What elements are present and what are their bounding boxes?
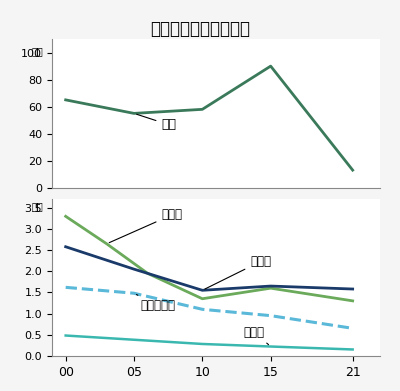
- Text: トン: トン: [32, 201, 43, 212]
- Text: ４産業平均: ４産業平均: [136, 294, 176, 312]
- Text: 卸売業: 卸売業: [243, 326, 268, 345]
- Text: 製造業: 製造業: [205, 255, 271, 289]
- Text: 鉱業: 鉱業: [137, 114, 176, 131]
- Text: ４産業とも小ロット化: ４産業とも小ロット化: [150, 20, 250, 38]
- Text: トン: トン: [32, 46, 43, 56]
- Text: 倉庫業: 倉庫業: [109, 208, 182, 243]
